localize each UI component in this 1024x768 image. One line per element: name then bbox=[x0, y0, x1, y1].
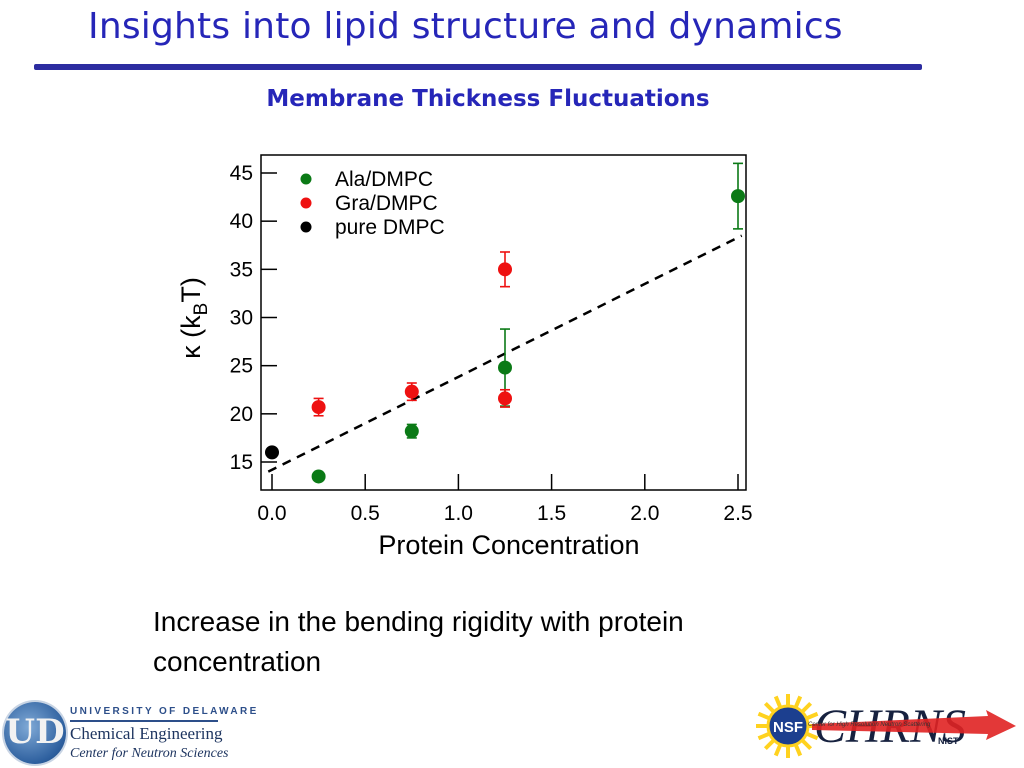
data-point bbox=[404, 424, 419, 439]
sun-ray bbox=[757, 731, 771, 741]
arrow-icon bbox=[812, 710, 1016, 740]
sun-ray bbox=[805, 711, 819, 721]
sun-ray bbox=[773, 695, 783, 709]
x-tick-label: 1.0 bbox=[444, 502, 473, 525]
ud-department: Chemical Engineering bbox=[70, 724, 223, 743]
sun-ray bbox=[763, 738, 776, 751]
legend-label: pure DMPC bbox=[335, 216, 445, 239]
y-tick-label: 30 bbox=[230, 307, 253, 330]
ud-center: Center for Neutron Sciences bbox=[70, 746, 229, 761]
data-point bbox=[498, 391, 512, 406]
ud-rule bbox=[70, 720, 218, 722]
sun-ray bbox=[757, 711, 771, 721]
data-point bbox=[731, 189, 745, 204]
y-tick-label: 15 bbox=[230, 451, 253, 474]
sun-ray bbox=[805, 731, 819, 741]
slide-title: Insights into lipid structure and dynami… bbox=[88, 6, 843, 47]
plot-frame bbox=[260, 154, 747, 491]
x-tick-label: 2.5 bbox=[723, 502, 752, 525]
sun-ray bbox=[773, 743, 783, 757]
x-tick-label: 0.5 bbox=[351, 502, 380, 525]
chart: 0.0 0.5 1.0 1.5 2.0 2.5 15 20 25 30 35 40 45 Ala/DMP… bbox=[176, 154, 753, 560]
x-tick-label: 1.5 bbox=[537, 502, 566, 525]
data-point bbox=[498, 262, 512, 277]
sun-ray bbox=[763, 701, 776, 714]
x-tick-label: 0.0 bbox=[257, 502, 286, 525]
legend-label: Ala/DMPC bbox=[335, 168, 433, 191]
y-tick-label: 45 bbox=[230, 162, 253, 185]
y-tick-label: 35 bbox=[230, 258, 253, 281]
chrns-logo: NSF CHRNS Center for High Resolution Neu… bbox=[756, 694, 1016, 758]
data-point bbox=[404, 384, 419, 399]
chrns-tagline: Center for High Resolution Neutron Scatt… bbox=[808, 722, 931, 728]
data-point bbox=[311, 469, 326, 484]
legend-marker bbox=[300, 221, 312, 233]
y-tick-label: 40 bbox=[230, 210, 253, 233]
data-point bbox=[498, 360, 512, 375]
x-tick-label: 2.0 bbox=[630, 502, 659, 525]
legend-marker bbox=[300, 173, 312, 185]
university-of-delaware-logo: UD UNIVERSITY OF DELAWARE Chemical Engin… bbox=[4, 698, 274, 768]
sun-ray bbox=[793, 695, 803, 709]
nist-label: NIST bbox=[938, 736, 959, 746]
nsf-sun-icon: NSF bbox=[756, 694, 820, 758]
legend-marker bbox=[300, 197, 312, 209]
ud-university-name: UNIVERSITY OF DELAWARE bbox=[70, 706, 259, 717]
sun-ray bbox=[793, 743, 803, 757]
chart-title: Membrane Thickness Fluctuations bbox=[266, 86, 710, 112]
y-axis-label: κ (kBT) bbox=[176, 277, 212, 359]
svg-text:NSF: NSF bbox=[773, 719, 803, 736]
caption: Increase in the bending rigidity with pr… bbox=[153, 606, 684, 677]
data-point bbox=[311, 400, 326, 415]
ud-seal-icon: UD bbox=[4, 702, 66, 764]
y-tick-label: 20 bbox=[230, 403, 253, 426]
y-tick-label: 25 bbox=[230, 355, 253, 378]
title-divider bbox=[34, 64, 922, 70]
sun-ray bbox=[800, 701, 813, 714]
x-axis-label: Protein Concentration bbox=[378, 530, 639, 560]
sun-ray bbox=[800, 738, 813, 751]
data-point bbox=[265, 445, 279, 460]
legend-label: Gra/DMPC bbox=[335, 192, 438, 215]
